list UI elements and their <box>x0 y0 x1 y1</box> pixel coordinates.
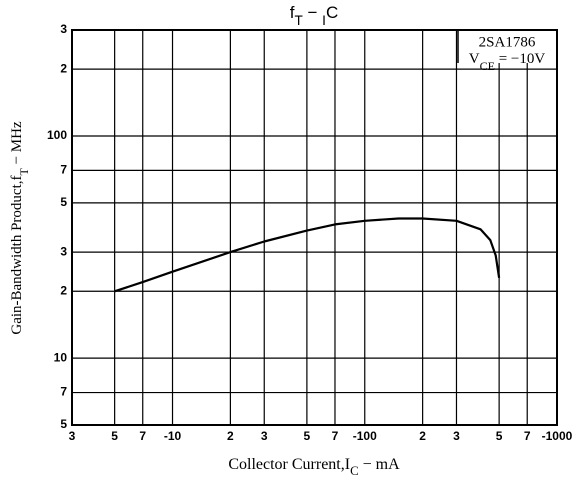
y-label-part: Gain-Bandwidth Product,f <box>9 175 25 334</box>
x-label-part: − mA <box>359 456 400 473</box>
x-tick-label: 5 <box>496 429 503 443</box>
y-tick-label: 7 <box>60 163 67 177</box>
y-tick-label: 5 <box>60 417 67 431</box>
x-tick-label: 2 <box>227 429 234 443</box>
title-part: T <box>294 13 302 28</box>
x-tick-label: 3 <box>69 429 76 443</box>
y-axis-label: Gain-Bandwidth Product,fT − MHz <box>9 121 30 335</box>
title-part: C <box>326 3 338 22</box>
x-tick-label: 2 <box>419 429 426 443</box>
title-part: I <box>322 13 326 28</box>
condition-part: CE <box>480 59 495 73</box>
x-label-part: Collector Current,I <box>228 456 350 473</box>
curve <box>114 217 501 293</box>
x-tick-label: -10 <box>164 429 182 443</box>
x-label-part: C <box>350 464 359 478</box>
x-axis-label: Collector Current,IC − mA <box>228 456 400 478</box>
y-tick-label: 100 <box>47 128 67 142</box>
x-tick-label: -100 <box>353 429 377 443</box>
y-label-part: T <box>17 168 31 176</box>
y-tick-label: 3 <box>60 22 67 36</box>
x-tick-label: 3 <box>453 429 460 443</box>
y-tick-label: 2 <box>60 61 67 75</box>
condition-part: = −10V <box>495 51 545 67</box>
y-tick-label: 10 <box>54 350 68 364</box>
annotation-condition: VCE = −10V <box>469 51 546 72</box>
annotation-box <box>458 31 556 63</box>
annotation-part: 2SA1786 <box>479 34 536 50</box>
condition-part: V <box>469 51 480 67</box>
y-tick-label: 3 <box>60 244 67 258</box>
x-tick-label: 3 <box>261 429 268 443</box>
chart-title: fT − IC <box>290 3 338 28</box>
x-tick-label: -1000 <box>542 429 573 443</box>
y-tick-label: 2 <box>60 283 67 297</box>
x-tick-label: 7 <box>524 429 531 443</box>
y-label-part: − MHz <box>9 121 25 168</box>
title-part: f <box>290 3 295 22</box>
x-tick-label: 5 <box>111 429 118 443</box>
title-part: − <box>303 3 322 22</box>
plot-frame <box>71 29 558 426</box>
x-tick-label: 7 <box>139 429 146 443</box>
y-tick-label: 7 <box>60 385 67 399</box>
y-tick-label: 5 <box>60 195 67 209</box>
x-tick-label: 7 <box>332 429 339 443</box>
x-tick-label: 5 <box>304 429 311 443</box>
